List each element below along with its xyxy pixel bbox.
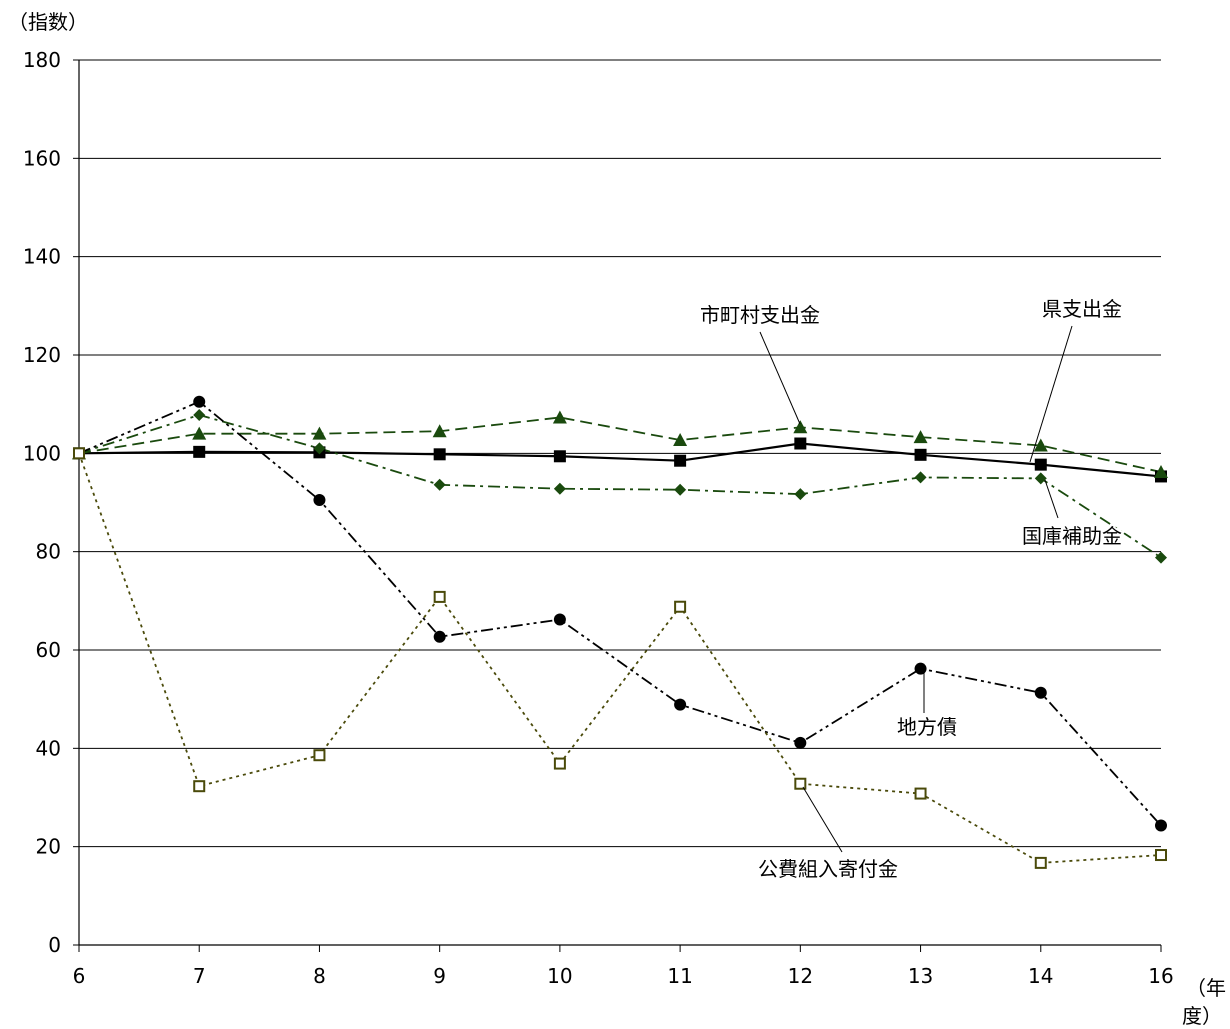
data-point-circle (1034, 686, 1047, 699)
series-line (78, 416, 1162, 473)
y-tick-label: 80 (36, 540, 61, 564)
data-point-diamond (313, 442, 326, 455)
data-point-diamond (193, 408, 206, 421)
y-tick-label: 40 (36, 736, 61, 760)
data-point-square (193, 445, 206, 458)
data-point-triangle (432, 424, 447, 438)
annotation-leader-line (802, 786, 843, 853)
data-point-square (1034, 458, 1047, 471)
data-point-circle (794, 736, 807, 749)
data-point-circle (914, 662, 927, 675)
data-point-circle (193, 395, 206, 408)
y-tick-label: 120 (23, 343, 61, 367)
y-tick-label: 60 (36, 638, 61, 662)
series-line (78, 400, 1162, 827)
annotation-label: 国庫補助金 (1022, 524, 1122, 548)
annotation-label: 市町村支出金 (700, 303, 820, 327)
annotation-label: 県支出金 (1042, 297, 1122, 321)
data-point-open-square (553, 757, 566, 770)
series-line (78, 414, 1162, 559)
data-point-triangle (192, 426, 207, 440)
x-axis-label-line1: （年 (1186, 976, 1226, 1000)
data-point-circle (313, 494, 326, 507)
data-point-diamond (794, 488, 807, 501)
x-tick-label: 11 (667, 964, 692, 988)
series-line (78, 442, 1162, 478)
data-point-diamond (914, 471, 927, 484)
x-tick-label: 14 (1028, 964, 1053, 988)
y-tick-label: 0 (48, 933, 61, 957)
data-point-diamond (553, 482, 566, 495)
annotation-leader-line (759, 331, 801, 425)
x-tick-label: 12 (788, 964, 813, 988)
data-point-circle (674, 698, 687, 711)
data-point-triangle (673, 433, 688, 447)
data-point-diamond (1155, 551, 1167, 564)
y-axis-label: （指数） (8, 10, 88, 34)
y-tick-label: 140 (23, 245, 61, 269)
y-tick-label: 160 (23, 146, 61, 170)
y-tick-label: 100 (23, 441, 61, 465)
x-axis-label-line2: 度） (1182, 1004, 1222, 1028)
data-point-square (794, 437, 807, 450)
data-point-triangle (552, 410, 567, 424)
data-point-triangle (793, 420, 808, 434)
data-point-triangle (1154, 465, 1168, 479)
data-point-diamond (674, 483, 687, 496)
data-point-circle (433, 630, 446, 643)
x-tick-label: 16 (1148, 964, 1173, 988)
data-point-open-square (674, 600, 687, 613)
annotation-label: 公費組入寄付金 (758, 857, 898, 881)
y-tick-label: 20 (36, 835, 61, 859)
data-point-open-square (73, 447, 85, 460)
data-point-square (433, 448, 446, 461)
x-tick-label: 6 (73, 964, 86, 988)
annotation-label: 地方債 (897, 715, 957, 739)
data-point-diamond (1034, 472, 1047, 485)
x-tick-label: 9 (433, 964, 446, 988)
data-point-open-square (313, 749, 326, 762)
y-tick-label: 180 (23, 48, 61, 72)
data-point-circle (553, 613, 566, 626)
x-tick-label: 10 (547, 964, 572, 988)
data-point-square (914, 448, 927, 461)
data-point-open-square (914, 787, 927, 800)
annotation-leader-line (1029, 325, 1073, 463)
data-point-triangle (312, 426, 327, 440)
x-tick-label: 8 (313, 964, 326, 988)
data-point-square (553, 450, 566, 463)
annotation-leader-line (1044, 479, 1059, 519)
data-point-open-square (193, 780, 206, 793)
x-tick-label: 13 (908, 964, 933, 988)
x-tick-label: 7 (193, 964, 206, 988)
data-point-diamond (433, 478, 446, 491)
data-point-triangle (913, 430, 928, 444)
data-point-open-square (1155, 849, 1167, 862)
data-point-square (674, 454, 687, 467)
data-point-open-square (794, 777, 807, 790)
series-line (78, 453, 1162, 864)
data-point-circle (1155, 819, 1167, 832)
data-point-open-square (1034, 856, 1047, 869)
data-point-triangle (1033, 438, 1048, 452)
data-point-open-square (433, 590, 446, 603)
